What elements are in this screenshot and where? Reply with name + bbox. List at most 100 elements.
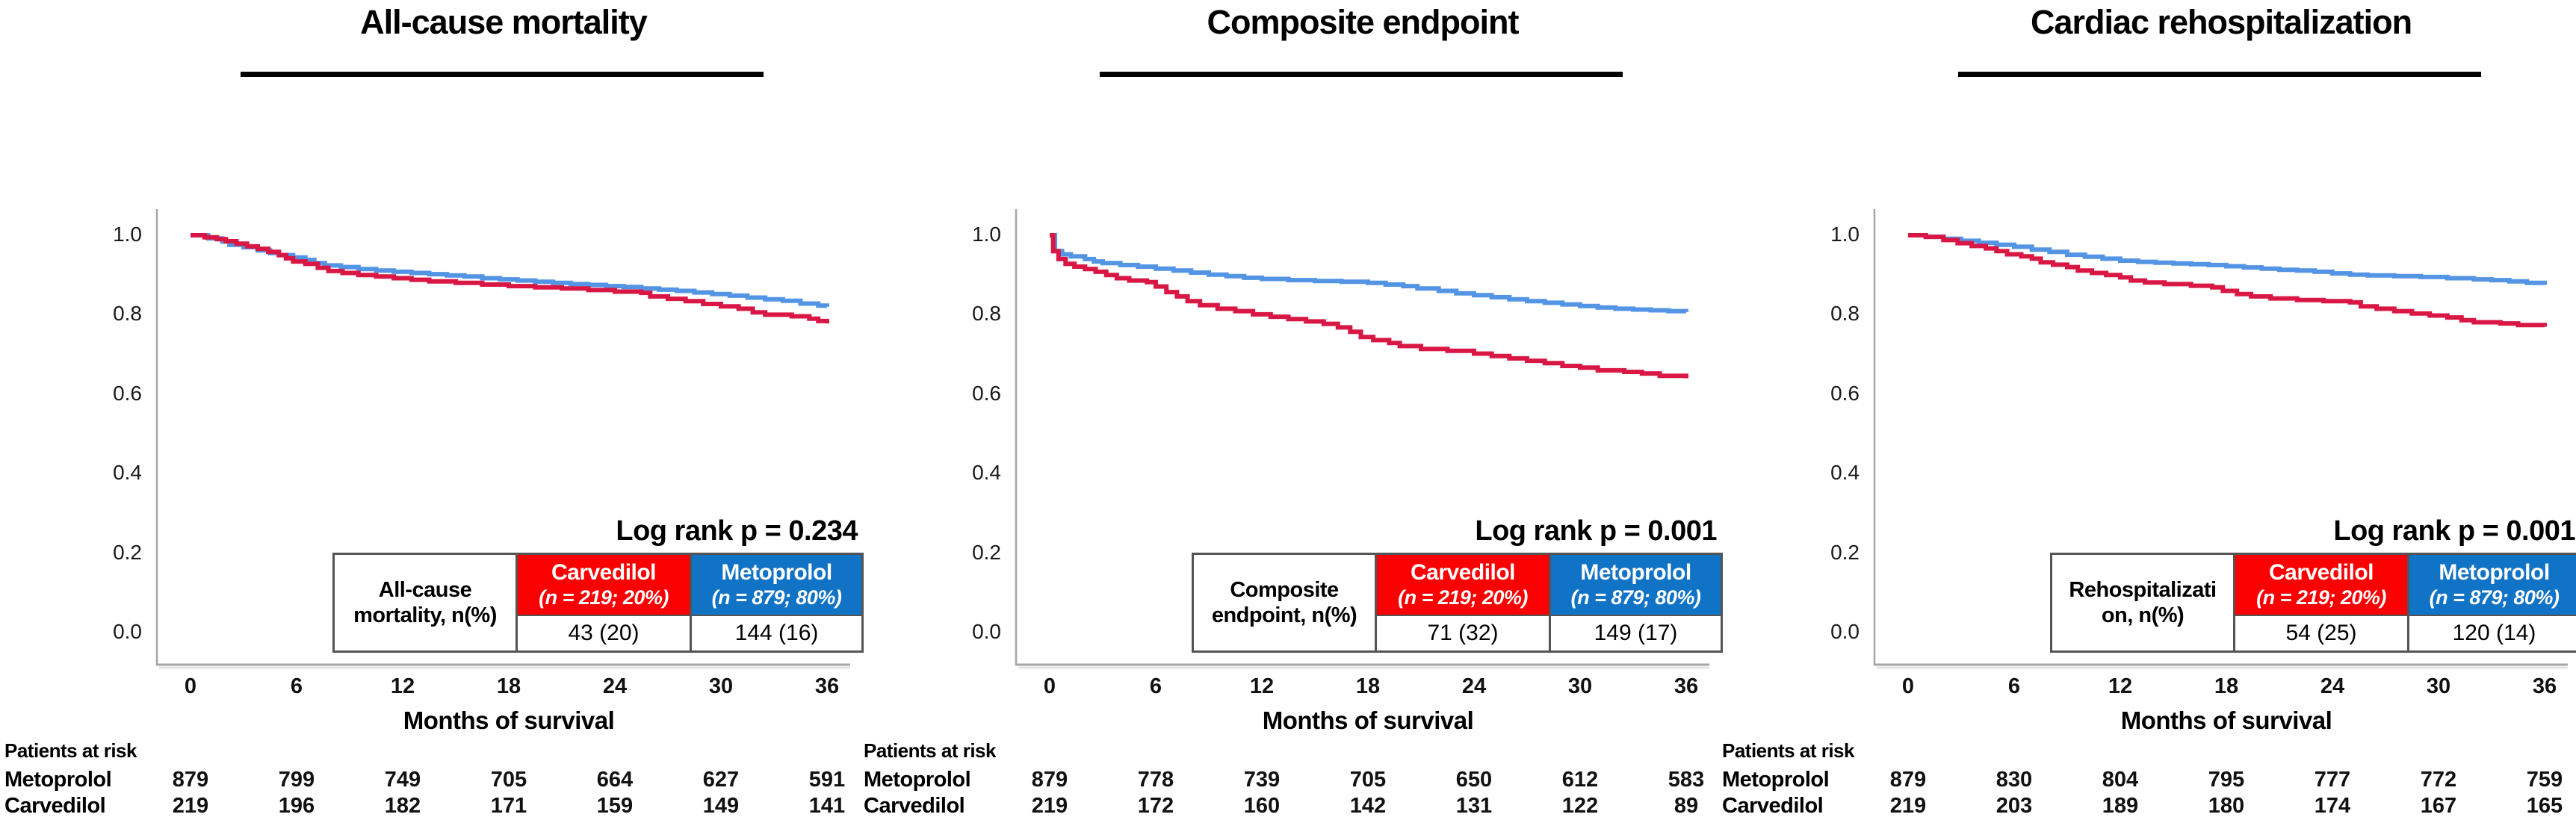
x-tick-label: 0 (1043, 674, 1056, 698)
carvedilol-header-cell: Carvedilol (n = 219; 20%) (1377, 555, 1549, 616)
x-tick-label: 18 (2214, 674, 2239, 698)
at-risk-count: 705 (1349, 768, 1387, 792)
at-risk-count: 799 (278, 768, 315, 792)
at-risk-count: 141 (808, 794, 846, 818)
at-risk-count: 664 (596, 768, 634, 792)
carvedilol-name: Carvedilol (2268, 560, 2374, 585)
y-tick-label: 0.0 (972, 620, 1001, 643)
panel-title: Composite endpoint (1207, 3, 1520, 41)
at-risk-count: 705 (490, 768, 527, 792)
x-tick-label: 6 (290, 674, 303, 698)
endpoint-summary-table: Rehospitalizati on, n(%) Carvedilol (n =… (2050, 553, 2576, 653)
x-tick-label: 6 (1149, 674, 1162, 698)
at-risk-count: 122 (1561, 794, 1599, 818)
endpoint-label-line2: on, n(%) (2101, 603, 2185, 627)
x-tick-label: 12 (1249, 674, 1275, 698)
title-underline-rule (241, 72, 764, 77)
at-risk-count: 591 (808, 768, 846, 792)
panel-title: Cardiac rehospitalization (2030, 3, 2412, 41)
at-risk-count: 171 (490, 794, 527, 818)
x-axis-title: Months of survival (1262, 706, 1474, 734)
metoprolol-name: Metoprolol (2439, 560, 2550, 585)
patients-at-risk-label: Patients at risk (1722, 739, 1854, 762)
metoprolol-events-value: 144 (16) (690, 616, 861, 650)
y-tick-label: 1.0 (113, 223, 142, 246)
carvedilol-header-cell: Carvedilol (n = 219; 20%) (518, 555, 690, 616)
at-risk-row-label-metoprolol: Metoprolol (864, 768, 971, 792)
endpoint-label-line2: endpoint, n(%) (1211, 603, 1357, 627)
y-tick-label: 0.8 (972, 302, 1001, 326)
at-risk-count: 804 (2102, 768, 2139, 792)
at-risk-count: 203 (1996, 794, 2033, 818)
endpoint-label-cell: All-cause mortality, n(%) (335, 555, 518, 650)
x-tick-label: 30 (2426, 674, 2451, 698)
at-risk-count: 89 (1674, 794, 1699, 818)
patients-at-risk-label: Patients at risk (864, 739, 996, 762)
x-tick-label: 24 (1461, 674, 1487, 698)
y-tick-label: 0.2 (972, 540, 1001, 564)
km-curve-metoprolol (1050, 233, 1688, 314)
at-risk-count: 795 (2208, 768, 2245, 792)
at-risk-count: 879 (1889, 768, 1927, 792)
km-plot (1015, 209, 1709, 669)
at-risk-count: 180 (2208, 794, 2245, 818)
endpoint-label-line2: mortality, n(%) (353, 603, 497, 627)
at-risk-count: 583 (1668, 768, 1705, 792)
panel-composite-endpoint: Composite endpoint Log rank p = 0.001 Co… (859, 0, 1723, 823)
km-plot (1873, 209, 2568, 669)
y-tick-label: 0.0 (1830, 620, 1860, 643)
at-risk-count: 172 (1137, 794, 1174, 818)
y-tick-label: 1.0 (972, 223, 1001, 246)
patients-at-risk-label: Patients at risk (4, 739, 137, 762)
x-tick-label: 6 (2007, 674, 2021, 698)
at-risk-count: 739 (1243, 768, 1281, 792)
metoprolol-n-label: (n = 879; 80%) (711, 586, 842, 609)
at-risk-row-label-carvedilol: Carvedilol (4, 794, 106, 818)
at-risk-count: 219 (1889, 794, 1927, 818)
at-risk-count: 174 (2314, 794, 2351, 818)
x-tick-label: 18 (496, 674, 521, 698)
y-tick-label: 0.4 (972, 461, 1001, 485)
carvedilol-events-value: 43 (20) (518, 616, 690, 650)
x-tick-label: 24 (602, 674, 628, 698)
x-tick-label: 36 (2532, 674, 2557, 698)
at-risk-count: 149 (702, 794, 740, 818)
metoprolol-name: Metoprolol (1580, 560, 1691, 585)
log-rank-label: Log rank p = 0.234 (616, 515, 858, 547)
km-curve-carvedilol (191, 233, 829, 324)
km-curve-carvedilol (1908, 233, 2547, 328)
x-tick-label: 18 (1355, 674, 1381, 698)
at-risk-count: 219 (1031, 794, 1068, 818)
endpoint-label-line1: Composite (1230, 577, 1339, 602)
metoprolol-events-value: 149 (17) (1549, 616, 1721, 650)
carvedilol-n-label: (n = 219; 20%) (1398, 586, 1528, 609)
endpoint-label-line1: All-cause (378, 577, 472, 602)
carvedilol-events-value: 54 (25) (2235, 616, 2407, 650)
metoprolol-header-cell: Metoprolol (n = 879; 80%) (2407, 555, 2576, 616)
y-tick-label: 0.4 (113, 461, 142, 485)
metoprolol-n-label: (n = 879; 80%) (2429, 586, 2560, 609)
at-risk-count: 167 (2420, 794, 2457, 818)
panel-cardiac-rehospitalization: Cardiac rehospitalization Log rank p = 0… (1718, 0, 2576, 823)
metoprolol-header-cell: Metoprolol (n = 879; 80%) (690, 555, 861, 616)
y-tick-label: 0.2 (113, 540, 142, 564)
endpoint-summary-table: All-cause mortality, n(%) Carvedilol (n … (332, 553, 864, 653)
at-risk-count: 219 (172, 794, 209, 818)
carvedilol-events-value: 71 (32) (1377, 616, 1549, 650)
endpoint-label-line1: Rehospitalizati (2069, 577, 2217, 602)
panel-all-cause-mortality: All-cause mortality Log rank p = 0.234 A… (0, 0, 864, 823)
at-risk-count: 749 (384, 768, 421, 792)
at-risk-row-label-carvedilol: Carvedilol (864, 794, 965, 818)
y-tick-label: 0.4 (1830, 461, 1860, 485)
x-tick-label: 12 (390, 674, 415, 698)
at-risk-count: 759 (2526, 768, 2563, 792)
x-tick-label: 36 (814, 674, 840, 698)
at-risk-count: 189 (2102, 794, 2139, 818)
at-risk-count: 627 (702, 768, 740, 792)
x-tick-label: 36 (1674, 674, 1699, 698)
carvedilol-name: Carvedilol (1410, 560, 1516, 585)
at-risk-count: 879 (172, 768, 209, 792)
at-risk-count: 830 (1996, 768, 2033, 792)
at-risk-count: 142 (1349, 794, 1387, 818)
